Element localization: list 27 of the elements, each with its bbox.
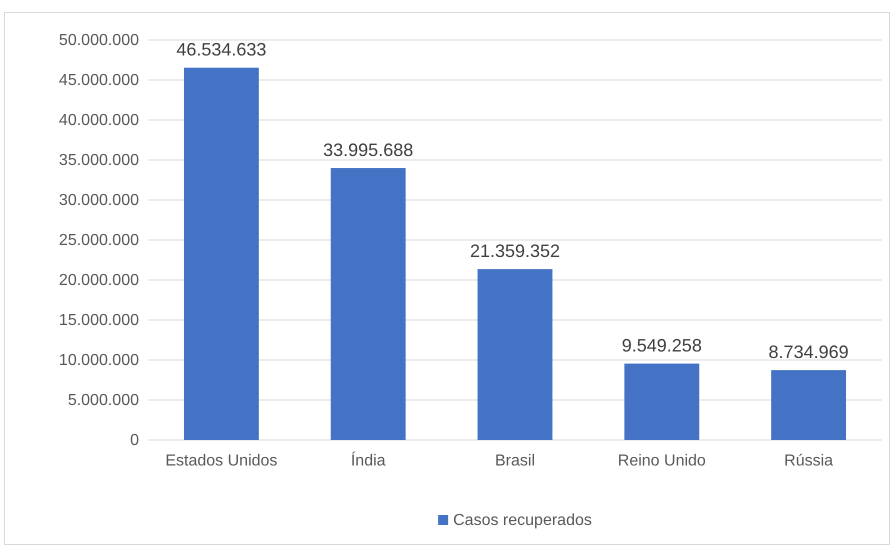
bar bbox=[478, 269, 552, 440]
y-tick-label: 40.000.000 bbox=[58, 112, 140, 130]
y-tick-label: 30.000.000 bbox=[58, 192, 140, 210]
legend-label: Casos recuperados bbox=[453, 512, 592, 529]
y-tick-label: 25.000.000 bbox=[58, 232, 140, 250]
y-tick-label: 45.000.000 bbox=[58, 72, 140, 90]
y-tick-label: 15.000.000 bbox=[58, 312, 140, 330]
data-label: 33.995.688 bbox=[323, 140, 414, 160]
data-label: 9.549.258 bbox=[622, 336, 702, 356]
bar bbox=[184, 68, 259, 440]
y-tick-label: 35.000.000 bbox=[58, 152, 140, 170]
x-tick-label: Estados Unidos bbox=[165, 452, 278, 470]
data-label: 21.359.352 bbox=[470, 241, 560, 262]
x-tick-label: Brasil bbox=[494, 452, 536, 470]
x-tick-label: Rússia bbox=[784, 452, 834, 470]
bar bbox=[624, 364, 700, 440]
y-tick-label: 10.000.000 bbox=[58, 352, 140, 370]
data-label: 46.534.633 bbox=[176, 40, 266, 60]
x-tick-label: Reino Unido bbox=[618, 452, 706, 470]
y-tick-label: 0 bbox=[130, 432, 140, 450]
y-tick-label: 20.000.000 bbox=[58, 272, 140, 290]
bar bbox=[771, 370, 846, 440]
x-tick-label: Índia bbox=[350, 451, 386, 470]
data-label: 8.734.969 bbox=[768, 342, 849, 362]
y-tick-label: 5.000.000 bbox=[68, 392, 140, 410]
y-tick-label: 50.000.000 bbox=[58, 32, 140, 50]
bar bbox=[330, 168, 406, 440]
